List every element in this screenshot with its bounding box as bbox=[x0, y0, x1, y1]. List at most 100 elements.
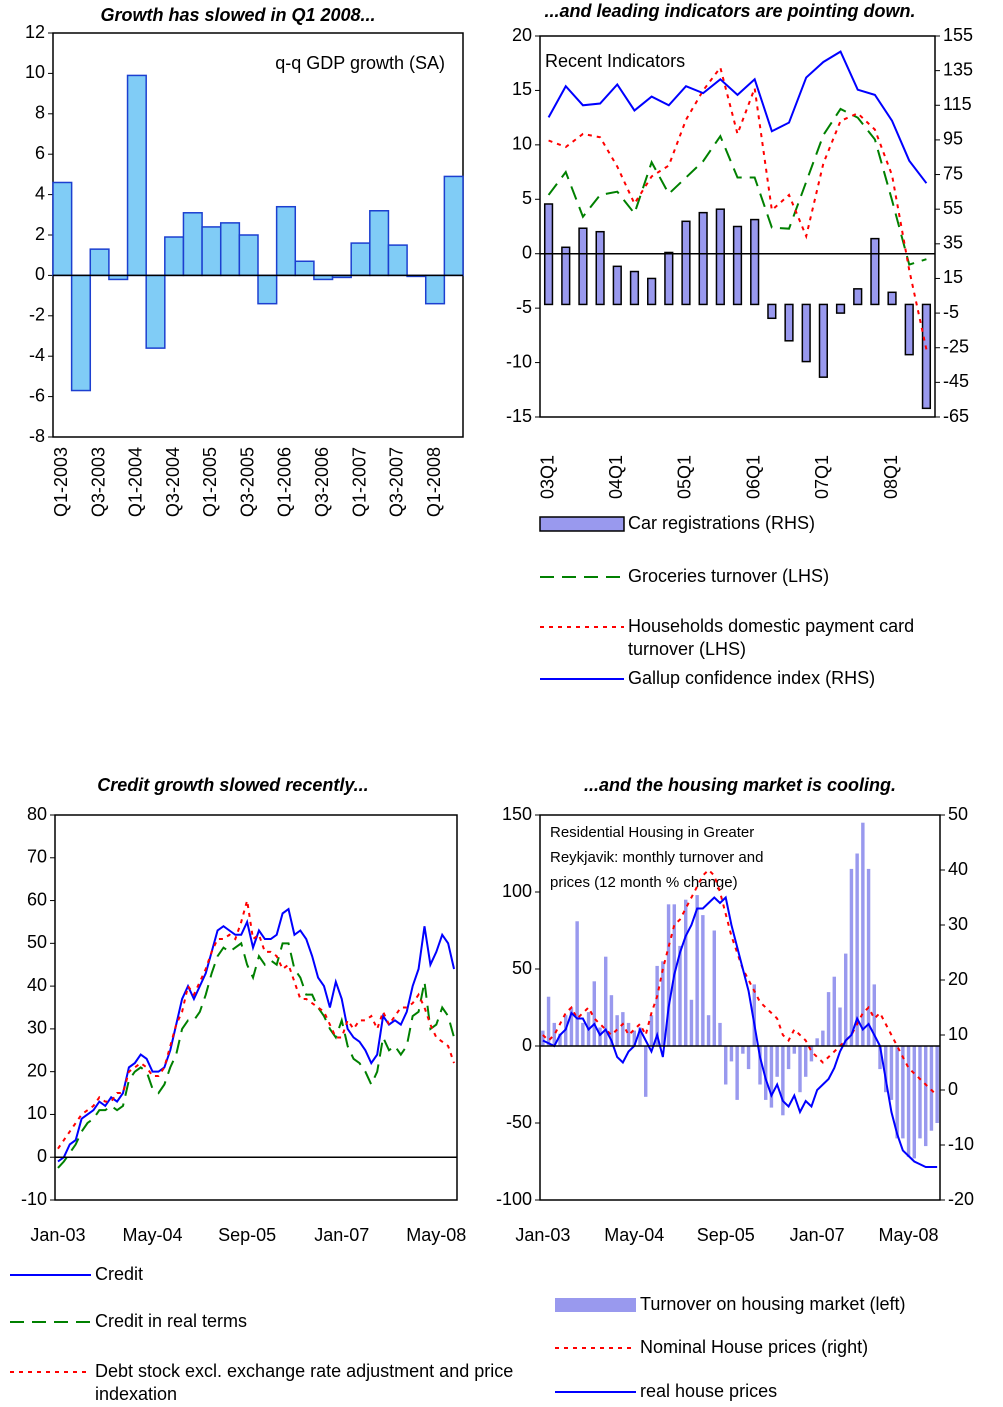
bar bbox=[695, 895, 699, 1046]
y-tick-label: -2 bbox=[29, 305, 45, 325]
bar bbox=[835, 303, 846, 314]
bar bbox=[712, 930, 716, 1046]
bar bbox=[592, 981, 596, 1046]
x-tick-label: May-08 bbox=[879, 1225, 939, 1245]
bar bbox=[70, 274, 92, 392]
line-series bbox=[57, 900, 455, 1150]
x-tick-label: 06Q1 bbox=[743, 455, 763, 499]
y-tick-label: 60 bbox=[27, 889, 47, 909]
bar bbox=[698, 211, 708, 306]
y2-tick-label: 35 bbox=[943, 233, 963, 253]
y2-tick-label: 15 bbox=[943, 267, 963, 287]
bar bbox=[752, 984, 756, 1046]
x-tick-label: 03Q1 bbox=[537, 455, 557, 499]
chart-title: Growth has slowed in Q1 2008... bbox=[100, 5, 375, 25]
y-tick-label: 20 bbox=[27, 1060, 47, 1080]
y2-tick-label: 155 bbox=[943, 25, 973, 45]
y-tick-label: -100 bbox=[496, 1189, 532, 1209]
plot-frame bbox=[54, 814, 458, 1201]
bar bbox=[784, 303, 794, 342]
y-tick-label: 10 bbox=[512, 134, 532, 154]
bar bbox=[629, 270, 640, 306]
line-series bbox=[57, 907, 456, 1163]
bar bbox=[741, 1046, 745, 1054]
x-tick-label: Jan-07 bbox=[314, 1225, 369, 1245]
x-tick-label: Sep-05 bbox=[218, 1225, 276, 1245]
x-tick-label: May-04 bbox=[123, 1225, 183, 1245]
bar bbox=[621, 1012, 625, 1046]
bar bbox=[750, 218, 760, 306]
bar bbox=[889, 1046, 894, 1100]
bar bbox=[746, 1046, 751, 1070]
y-tick-label: 50 bbox=[512, 958, 532, 978]
bar bbox=[350, 242, 371, 277]
y-tick-label: 15 bbox=[512, 79, 532, 99]
y-tick-label: 8 bbox=[35, 103, 45, 123]
y2-tick-label: 0 bbox=[948, 1079, 958, 1099]
bar bbox=[644, 1046, 648, 1097]
bar bbox=[832, 976, 836, 1046]
y2-tick-label: -45 bbox=[943, 371, 969, 391]
bar bbox=[581, 1022, 585, 1046]
x-tick-label: May-08 bbox=[406, 1225, 466, 1245]
bar bbox=[921, 303, 932, 410]
bar bbox=[681, 220, 691, 306]
x-tick-label: Q1-2004 bbox=[126, 447, 146, 517]
bar bbox=[609, 995, 614, 1046]
x-tick-label: 07Q1 bbox=[812, 455, 832, 499]
chart-title: Credit growth slowed recently... bbox=[97, 775, 368, 795]
bar bbox=[649, 1015, 654, 1046]
x-tick-label: Q1-2003 bbox=[51, 447, 71, 517]
chart-title: ...and leading indicators are pointing d… bbox=[544, 1, 915, 21]
bar bbox=[918, 1046, 922, 1139]
legend-label: real house prices bbox=[640, 1381, 778, 1401]
bar bbox=[861, 822, 865, 1046]
x-tick-label: May-04 bbox=[604, 1225, 664, 1245]
legend-label: Credit bbox=[95, 1264, 144, 1284]
y2-tick-label: -65 bbox=[943, 406, 969, 426]
y-tick-label: 50 bbox=[27, 932, 47, 952]
y-tick-label: -6 bbox=[29, 385, 45, 405]
y-tick-label: 10 bbox=[27, 1103, 47, 1123]
bar bbox=[689, 999, 694, 1046]
y-tick-label: 20 bbox=[512, 25, 532, 45]
y2-tick-label: -25 bbox=[943, 336, 969, 356]
bar bbox=[145, 274, 166, 349]
bar bbox=[870, 237, 880, 306]
x-tick-label: 08Q1 bbox=[881, 455, 901, 499]
bar bbox=[604, 956, 608, 1046]
legend-label: Gallup confidence index (RHS) bbox=[628, 668, 876, 688]
y-tick-label: -50 bbox=[506, 1112, 532, 1132]
y-tick-label: 0 bbox=[37, 1146, 47, 1166]
y-tick-label: 40 bbox=[27, 975, 47, 995]
bar bbox=[219, 222, 241, 277]
y-tick-label: 80 bbox=[27, 804, 47, 824]
y2-tick-label: 135 bbox=[943, 59, 973, 79]
bar bbox=[767, 303, 777, 320]
bar bbox=[541, 1030, 545, 1046]
x-tick-label: Jan-03 bbox=[30, 1225, 85, 1245]
legend-label: Nominal House prices (right) bbox=[640, 1337, 869, 1357]
bar bbox=[701, 915, 705, 1046]
bar bbox=[887, 291, 897, 306]
bar bbox=[912, 1046, 916, 1159]
bar bbox=[732, 225, 743, 306]
bar bbox=[878, 1046, 882, 1070]
annotation: Reykjavik: monthly turnover and bbox=[550, 849, 763, 866]
bar bbox=[764, 1046, 768, 1100]
bar bbox=[924, 1046, 928, 1147]
bar bbox=[826, 992, 831, 1046]
bar bbox=[758, 1046, 762, 1085]
legend-label: Debt stock excl. exchange rate adjustmen… bbox=[95, 1361, 514, 1404]
bar bbox=[786, 1046, 791, 1070]
bar bbox=[895, 1046, 899, 1139]
legend-label: Credit in real terms bbox=[95, 1311, 248, 1331]
y-tick-label: 6 bbox=[35, 143, 45, 163]
y2-tick-label: 95 bbox=[943, 129, 963, 149]
plot-frame bbox=[539, 814, 941, 1201]
y-tick-label: 30 bbox=[27, 1018, 47, 1038]
bar bbox=[872, 984, 876, 1046]
bar bbox=[838, 1007, 842, 1046]
bar bbox=[844, 953, 848, 1046]
